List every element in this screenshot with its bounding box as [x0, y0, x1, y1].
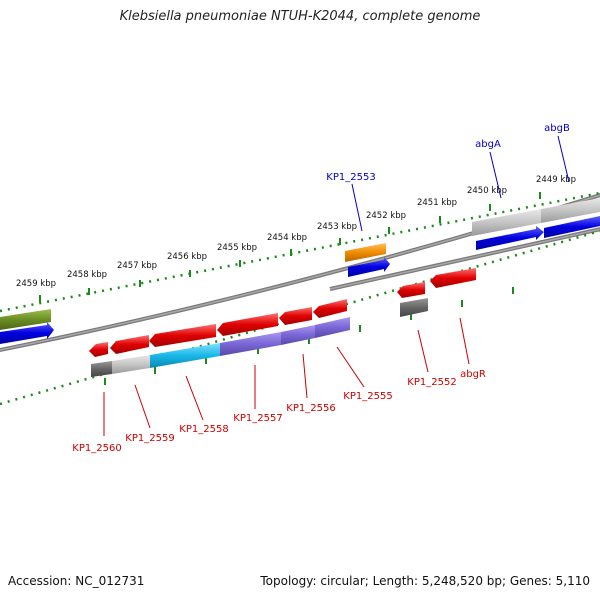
ruler-dots-top — [0, 191, 600, 313]
gene-label-KP1_2559[interactable]: KP1_2559 — [125, 433, 174, 444]
map-title: Klebsiella pneumoniae NTUH-K2044, comple… — [119, 9, 481, 24]
gene-arrow-left[interactable] — [0, 322, 54, 344]
genome-stats-text: Topology: circular; Length: 5,248,520 bp… — [260, 574, 590, 588]
gene-feature-left[interactable] — [0, 309, 51, 330]
tick-label: 2449 kbp — [536, 175, 576, 185]
gene-feature-abgB[interactable] — [541, 198, 600, 223]
gene-feature-KP1_2558[interactable] — [150, 343, 220, 368]
gene-arrow-KP1_2559[interactable] — [110, 335, 149, 354]
tick-label: 2457 kbp — [117, 261, 157, 271]
gene-arrow-abgB[interactable] — [544, 216, 600, 238]
gene-arrow-KP1_2552[interactable] — [397, 282, 425, 298]
gene-label-KP1_2552[interactable]: KP1_2552 — [407, 377, 456, 388]
tick-label: 2458 kbp — [67, 270, 107, 280]
reverse-genes — [89, 268, 476, 377]
gene-label-abgB[interactable]: abgB — [544, 123, 570, 134]
gene-labels-forward: abgB abgA KP1_2553 — [326, 123, 570, 183]
tick-label: 2454 kbp — [267, 233, 307, 243]
gene-label-KP1_2555[interactable]: KP1_2555 — [343, 391, 392, 402]
gene-feature-KP1_2555[interactable] — [315, 317, 350, 338]
gene-arrow-KP1_2553[interactable] — [348, 257, 390, 277]
accession-text: Accession: NC_012731 — [8, 574, 145, 588]
gene-labels-reverse: KP1_2552 abgR KP1_2555 KP1_2556 KP1_2557… — [72, 369, 486, 454]
gene-label-abgA[interactable]: abgA — [475, 139, 501, 150]
ruler-major-ticks-top — [39, 192, 541, 302]
gene-feature-KP1_2553[interactable] — [345, 243, 386, 262]
tick-label: 2450 kbp — [467, 186, 507, 196]
tick-label: 2453 kbp — [317, 222, 357, 232]
tick-label: 2451 kbp — [417, 198, 457, 208]
gene-feature-KP1_2557[interactable] — [220, 332, 281, 356]
tick-label: 2452 kbp — [366, 211, 406, 221]
gene-feature-KP1_2552[interactable] — [400, 298, 428, 317]
forward-genes — [0, 198, 600, 344]
genome-backbone-inner — [329, 228, 600, 290]
gene-label-KP1_2558[interactable]: KP1_2558 — [179, 424, 228, 435]
gene-arrow-KP1_2556[interactable] — [279, 307, 312, 325]
gene-feature-KP1_2556[interactable] — [281, 325, 315, 345]
label-leaders — [103, 135, 570, 436]
gene-feature-KP1_2559[interactable] — [112, 355, 150, 374]
gene-feature-abgA[interactable] — [472, 209, 541, 236]
tick-label: 2456 kbp — [167, 252, 207, 262]
gene-arrow-abgA[interactable] — [476, 226, 544, 250]
gene-arrow-KP1_2558[interactable] — [149, 324, 216, 347]
gene-arrow-KP1_2560[interactable] — [89, 342, 108, 357]
ruler-labels: 2449 kbp 2450 kbp 2451 kbp 2452 kbp 2453… — [16, 175, 576, 289]
tick-label: 2455 kbp — [217, 243, 257, 253]
gene-arrow-abgR[interactable] — [430, 268, 476, 288]
gene-label-abgR[interactable]: abgR — [460, 369, 486, 380]
gene-label-KP1_2553[interactable]: KP1_2553 — [326, 172, 375, 183]
gene-arrow-KP1_2555[interactable] — [313, 299, 347, 318]
tick-label: 2459 kbp — [16, 279, 56, 289]
gene-arrow-KP1_2557[interactable] — [217, 313, 278, 336]
gene-feature-KP1_2560[interactable] — [91, 361, 112, 377]
gene-label-KP1_2560[interactable]: KP1_2560 — [72, 443, 121, 454]
gene-label-KP1_2556[interactable]: KP1_2556 — [286, 403, 335, 414]
gene-label-KP1_2557[interactable]: KP1_2557 — [233, 413, 282, 424]
